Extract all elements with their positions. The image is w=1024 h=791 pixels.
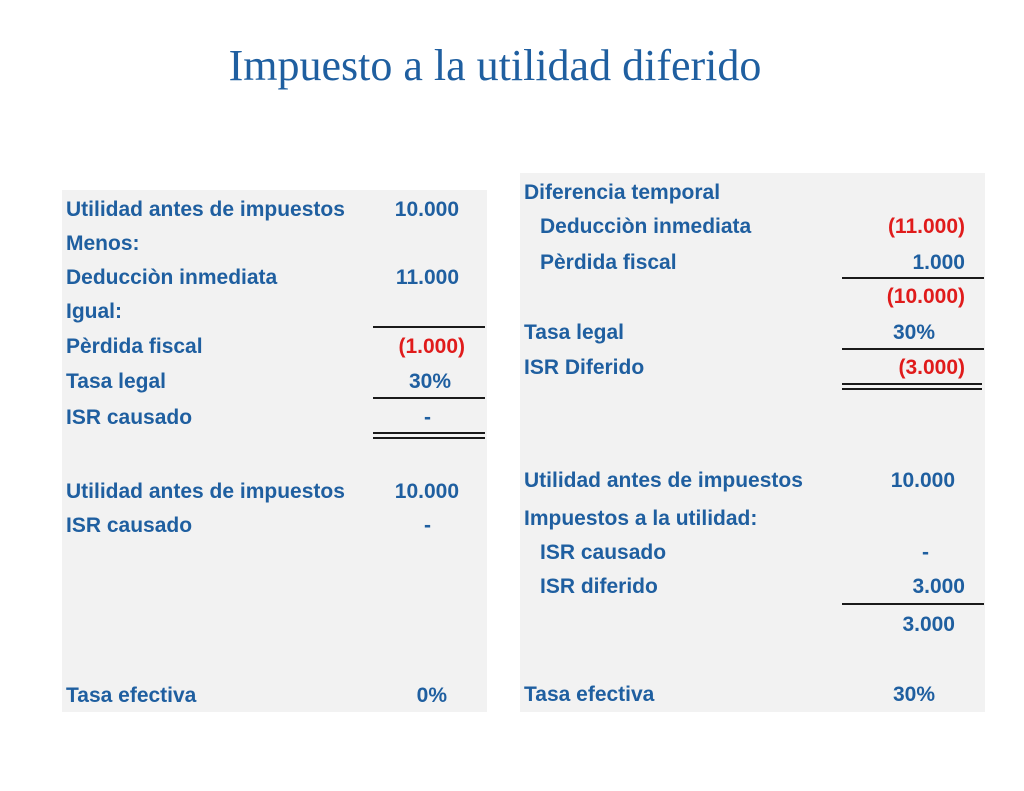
table-row: Pèrdida fiscal 1.000 [520,247,985,281]
row-label: ISR causado [540,541,667,564]
table-row: ISR causado - [520,537,985,571]
table-row: ISR Diferido (3.000) [520,352,985,386]
row-label: ISR causado [66,406,193,429]
table-row: Menos: [62,228,487,262]
table-row: Utilidad antes de impuestos 10.000 [62,476,487,510]
sum-line [842,277,984,279]
deferred-tax-table: Diferencia temporal Deducciòn inmediata … [520,173,985,712]
row-value: 30% [408,370,451,393]
current-tax-table: Utilidad antes de impuestos 10.000 Menos… [62,190,487,712]
row-label: ISR causado [66,514,193,537]
row-value: (11.000) [887,215,965,238]
row-label: ISR Diferido [524,356,645,379]
row-value: 10.000 [394,198,459,221]
row-label: Pèrdida fiscal [66,335,203,358]
row-label: Impuestos a la utilidad: [524,507,758,530]
sum-line [842,348,984,350]
row-label: Igual: [66,300,122,323]
row-label: Diferencia temporal [524,181,721,204]
table-row: ISR causado - [62,510,487,544]
table-row: Impuestos a la utilidad: [520,503,985,537]
row-label: Utilidad antes de impuestos [524,469,803,492]
row-label: Tasa efectiva [524,683,655,706]
table-row: Tasa legal 30% [520,317,985,351]
table-row: 3.000 [520,609,985,643]
table-row: (10.000) [520,281,985,315]
row-value: 3.000 [912,575,965,598]
row-label: ISR diferido [540,575,658,598]
table-row: Deducciòn inmediata 11.000 [62,262,487,296]
row-value: (3.000) [898,356,965,379]
slide-title: Impuesto a la utilidad diferido [228,41,762,90]
table-row: Deducciòn inmediata (11.000) [520,211,985,245]
row-value: 30% [892,321,935,344]
row-label: Deducciòn inmediata [540,215,752,238]
row-value: (1.000) [398,335,465,358]
row-label: Utilidad antes de impuestos [66,480,345,503]
row-label: Tasa legal [524,321,624,344]
row-label: Tasa legal [66,370,166,393]
table-row: ISR causado - [62,402,487,436]
table-row: Igual: [62,296,487,330]
row-value: 10.000 [394,480,459,503]
row-value: (10.000) [886,285,965,308]
row-value: - [424,514,431,537]
table-row: Tasa efectiva 30% [520,679,985,713]
total-double-line [842,383,982,390]
table-row: Diferencia temporal [520,177,985,211]
row-value: 30% [892,683,935,706]
total-double-line [373,432,485,439]
table-row: Utilidad antes de impuestos 10.000 [62,194,487,228]
table-row: Utilidad antes de impuestos 10.000 [520,465,985,499]
row-label: Deducciòn inmediata [66,266,278,289]
table-row: Pèrdida fiscal (1.000) [62,331,487,365]
table-row: Tasa efectiva 0% [62,680,487,714]
row-value: - [424,406,431,429]
row-value: 1.000 [912,251,965,274]
row-value: 0% [416,684,447,707]
row-label: Menos: [66,232,140,255]
table-row: ISR diferido 3.000 [520,571,985,605]
row-value: 11.000 [395,266,459,289]
row-value: 3.000 [902,613,955,636]
row-value: - [922,541,929,564]
row-value: 10.000 [890,469,955,492]
sum-line [373,326,485,328]
row-label: Pèrdida fiscal [540,251,677,274]
table-row: Tasa legal 30% [62,366,487,400]
sum-line [373,397,485,399]
sum-line [842,603,984,605]
row-label: Utilidad antes de impuestos [66,198,345,221]
row-label: Tasa efectiva [66,684,197,707]
